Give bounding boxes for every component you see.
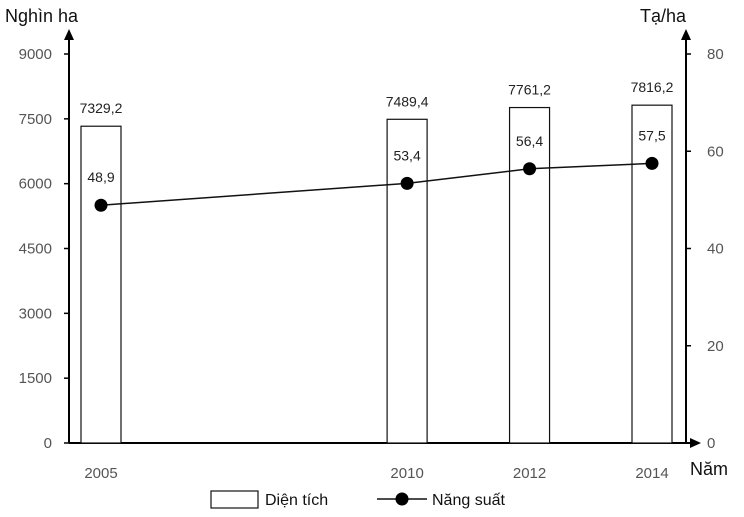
right-axis-label: Tạ/ha — [640, 6, 687, 26]
x-tick-label-2012: 2012 — [513, 465, 546, 482]
x-tick-label-2014: 2014 — [635, 465, 668, 482]
point-2014 — [645, 156, 659, 170]
bar-label-2014: 7816,2 — [631, 79, 674, 95]
x-tick-label-2010: 2010 — [390, 465, 423, 482]
x-tick-label-2005: 2005 — [84, 465, 117, 482]
data-labels: 7329,2 7489,4 7761,2 7816,2 48,9 53,4 56,4 57,5 — [80, 79, 674, 185]
left-axis-arrow — [64, 29, 74, 40]
line-label-2014: 57,5 — [638, 127, 665, 143]
left-axis-label: Nghìn ha — [5, 6, 79, 26]
right-tick-label: 0 — [707, 435, 715, 452]
left-tick-label: 0 — [44, 435, 52, 452]
line-label-2010: 53,4 — [393, 147, 420, 163]
bar-2012 — [508, 106, 551, 444]
bar-label-2010: 7489,4 — [386, 93, 429, 109]
bars — [80, 104, 673, 444]
left-tick-label: 9000 — [19, 46, 52, 63]
line-series — [94, 156, 659, 212]
x-axis-arrow — [690, 438, 701, 448]
right-tick-label: 80 — [707, 46, 724, 63]
left-tick-label: 3000 — [19, 305, 52, 322]
x-axis-label: Năm — [690, 459, 728, 479]
axes: 0 1500 3000 4500 6000 7500 9000 Nghìn ha 0 20 40 60… — [5, 6, 728, 482]
line-label-2012: 56,4 — [516, 133, 543, 149]
nang-suat-line — [100, 162, 653, 206]
right-tick-label: 60 — [707, 143, 724, 160]
legend-swatch-point — [395, 492, 409, 506]
bar-2005 — [80, 125, 122, 444]
bar-label-2012: 7761,2 — [508, 82, 551, 98]
point-2012 — [523, 162, 537, 176]
right-tick-label: 20 — [707, 338, 724, 355]
left-tick-label: 6000 — [19, 176, 52, 193]
legend-swatch-bar — [210, 490, 259, 509]
line-label-2005: 48,9 — [87, 169, 114, 185]
left-tick-label: 1500 — [19, 370, 52, 387]
point-2005 — [94, 198, 108, 212]
right-axis-arrow — [681, 29, 691, 40]
legend-label-bar: Diện tích — [265, 492, 328, 509]
bar-2014 — [631, 104, 673, 444]
bar-2010 — [386, 118, 428, 444]
left-tick-label: 7500 — [19, 111, 52, 128]
legend-label-line: Năng suất — [432, 492, 505, 509]
point-2010 — [400, 176, 414, 190]
legend: Diện tích Năng suất — [210, 490, 505, 509]
left-tick-label: 4500 — [19, 241, 52, 258]
right-tick-label: 40 — [707, 241, 724, 258]
bar-label-2005: 7329,2 — [80, 100, 123, 116]
